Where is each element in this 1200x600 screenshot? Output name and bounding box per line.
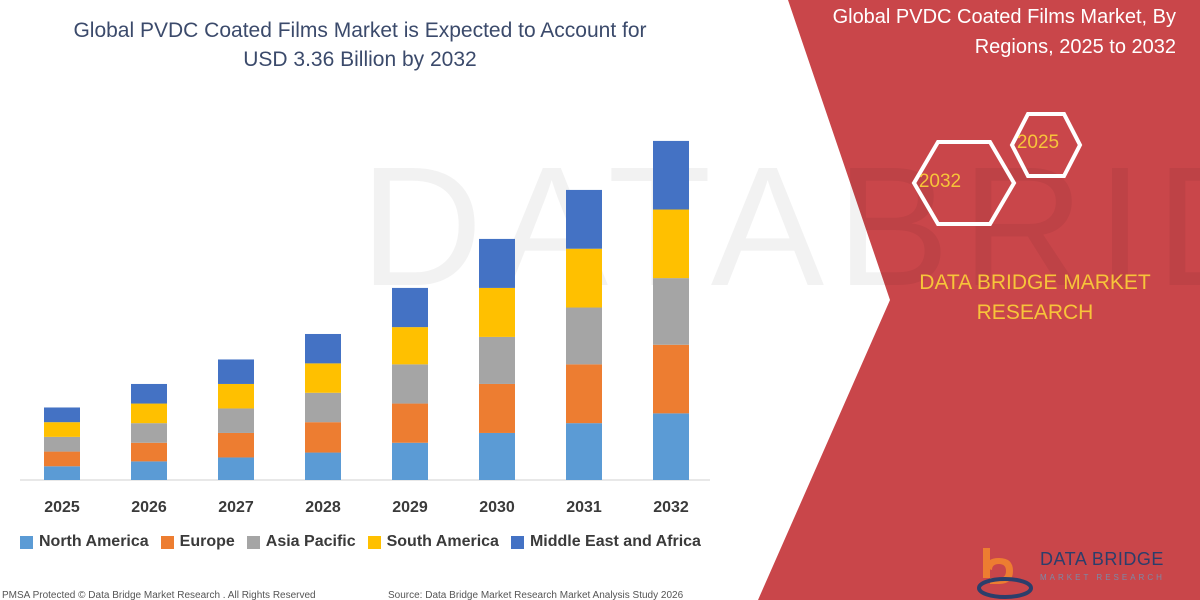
- chart-title: Global PVDC Coated Films Market is Expec…: [40, 16, 680, 74]
- bar-segment-2028-north-america: [305, 452, 341, 480]
- copyright-text: PMSA Protected © Data Bridge Market Rese…: [2, 590, 316, 600]
- bar-segment-2031-asia-pacific: [566, 307, 602, 365]
- bar-segment-2026-europe: [131, 442, 167, 462]
- chart-title-line1: Global PVDC Coated Films Market is Expec…: [73, 19, 647, 42]
- brand-tagline: MARKET RESEARCH: [1040, 573, 1165, 582]
- chart-title-line2: USD 3.36 Billion by 2032: [243, 48, 477, 71]
- legend-swatch: [367, 535, 381, 549]
- bar-segment-2030-north-america: [479, 432, 515, 480]
- bar-segment-2027-south-america: [218, 383, 254, 409]
- x-tick-labels: 2025 2026 2027 2028 2029 2030 2031 2032: [44, 499, 689, 516]
- legend-swatch: [510, 535, 524, 549]
- legend-swatch: [160, 535, 174, 549]
- bar-segment-2030-middle-east-and-africa: [479, 238, 515, 288]
- brand-name: DATA BRIDGE: [1040, 549, 1164, 569]
- bar-segment-2025-europe: [44, 451, 80, 467]
- bar-segment-2031-middle-east-and-africa: [566, 189, 602, 249]
- x-tick-label-2028: 2028: [305, 499, 341, 516]
- x-tick-label-2031: 2031: [566, 499, 602, 516]
- bars-group: [44, 140, 689, 480]
- legend-swatch: [246, 535, 260, 549]
- bar-segment-2025-middle-east-and-africa: [44, 407, 80, 423]
- bar-segment-2030-asia-pacific: [479, 336, 515, 384]
- bar-segment-2032-north-america: [653, 413, 689, 480]
- bar-segment-2026-middle-east-and-africa: [131, 383, 167, 404]
- bar-segment-2027-asia-pacific: [218, 408, 254, 433]
- bar-segment-2027-europe: [218, 432, 254, 458]
- bar-segment-2030-south-america: [479, 287, 515, 337]
- legend-swatch: [20, 535, 33, 549]
- bar-segment-2032-asia-pacific: [653, 278, 689, 345]
- hexagon-front-label: 2032: [918, 171, 962, 192]
- legend-item-europe: Europe: [160, 533, 235, 551]
- legend-item-south-america: South America: [367, 533, 499, 551]
- bar-segment-2031-europe: [566, 364, 602, 424]
- bar-segment-2028-asia-pacific: [305, 392, 341, 423]
- legend-item-middle-east-and-africa: Middle East and Africa: [510, 533, 701, 551]
- bar-segment-2025-north-america: [44, 466, 80, 480]
- bar-segment-2028-europe: [305, 422, 341, 453]
- bar-segment-2032-middle-east-and-africa: [653, 140, 689, 210]
- company-name: DATA BRIDGE MARKET RESEARCH: [900, 268, 1170, 328]
- legend-item-asia-pacific: Asia Pacific: [246, 533, 356, 551]
- x-tick-label-2027: 2027: [218, 499, 254, 516]
- bar-segment-2029-middle-east-and-africa: [392, 287, 428, 328]
- panel-title-line1: Global PVDC Coated Films Market, By: [832, 6, 1176, 28]
- legend: North America Europe Asia Pacific South Ame…: [20, 530, 701, 554]
- bar-segment-2026-asia-pacific: [131, 423, 167, 443]
- legend-label: Asia Pacific: [265, 533, 356, 550]
- x-tick-label-2029: 2029: [392, 499, 428, 516]
- x-tick-label-2032: 2032: [653, 499, 689, 516]
- bar-segment-2028-south-america: [305, 363, 341, 393]
- red-panel: [758, 0, 1200, 600]
- x-tick-label-2025: 2025: [44, 499, 80, 516]
- hexagon-back: [1009, 112, 1083, 178]
- x-tick-label-2026: 2026: [131, 499, 167, 516]
- hexagon-back-label: 2025: [1016, 132, 1060, 153]
- bar-segment-2029-north-america: [392, 442, 428, 480]
- bar-segment-2031-south-america: [566, 248, 602, 308]
- bar-segment-2025-south-america: [44, 422, 80, 437]
- panel-title: Global PVDC Coated Films Market, By Regi…: [796, 2, 1176, 62]
- bar-segment-2026-south-america: [131, 403, 167, 424]
- data-bridge-logo-icon: [977, 548, 1033, 599]
- bar-segment-2032-south-america: [653, 209, 689, 279]
- company-name-line2: RESEARCH: [976, 301, 1094, 324]
- legend-label: Middle East and Africa: [529, 533, 701, 550]
- legend-label: North America: [39, 533, 149, 550]
- bar-segment-2026-north-america: [131, 461, 167, 480]
- bar-segment-2028-middle-east-and-africa: [305, 333, 341, 364]
- hexagon-front: [911, 140, 1017, 226]
- bar-segment-2032-europe: [653, 344, 689, 414]
- bar-segment-2027-middle-east-and-africa: [218, 359, 254, 384]
- legend-label: Europe: [179, 533, 235, 550]
- bar-segment-2029-south-america: [392, 327, 428, 365]
- legend-label: South America: [386, 533, 499, 550]
- bar-segment-2030-europe: [479, 383, 515, 433]
- company-name-line1: DATA BRIDGE MARKET: [919, 271, 1151, 294]
- x-tick-label-2030: 2030: [479, 499, 515, 516]
- bar-segment-2029-asia-pacific: [392, 364, 428, 404]
- source-text: Source: Data Bridge Market Research Mark…: [388, 590, 684, 600]
- legend-item-north-america: North America: [20, 533, 149, 551]
- bar-segment-2031-north-america: [566, 423, 602, 480]
- panel-title-line2: Regions, 2025 to 2032: [974, 36, 1176, 58]
- bar-segment-2025-asia-pacific: [44, 436, 80, 452]
- bar-segment-2029-europe: [392, 403, 428, 443]
- bar-segment-2027-north-america: [218, 457, 254, 480]
